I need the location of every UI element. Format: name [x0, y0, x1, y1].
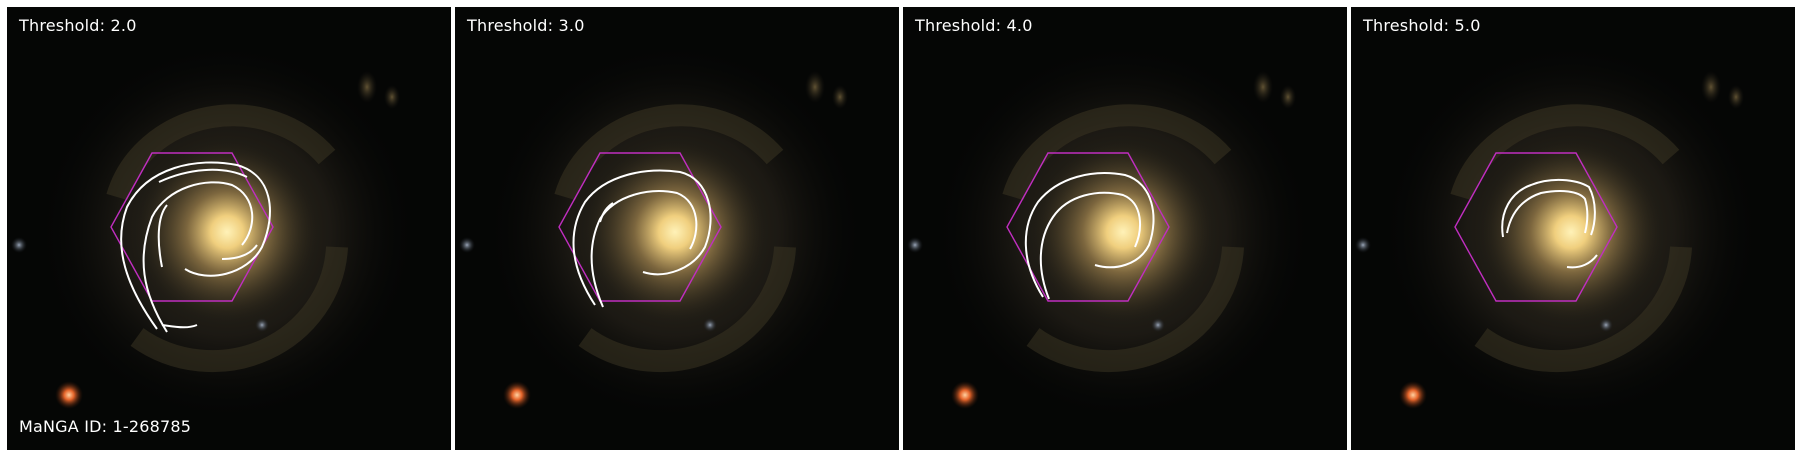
ifu-hexagon	[110, 152, 274, 302]
contour-lines	[1024, 172, 1155, 300]
contour-lines	[120, 161, 271, 333]
ifu-hexagon	[558, 152, 722, 302]
threshold-label: Threshold: 3.0	[467, 16, 585, 35]
image-panel-2: Threshold: 3.0	[455, 7, 899, 450]
ifu-hexagon	[1454, 152, 1618, 302]
contour-lines	[572, 169, 712, 308]
threshold-label: Threshold: 5.0	[1363, 16, 1481, 35]
galaxy-image	[7, 7, 451, 450]
galaxy-image	[1351, 7, 1795, 450]
image-panel-4: Threshold: 5.0	[1351, 7, 1795, 450]
galaxy-image	[903, 7, 1347, 450]
galaxy-image	[455, 7, 899, 450]
threshold-label: Threshold: 2.0	[19, 16, 137, 35]
threshold-label: Threshold: 4.0	[915, 16, 1033, 35]
image-panel-1: Threshold: 2.0 MaNGA ID: 1-268785	[7, 7, 451, 450]
image-panel-3: Threshold: 4.0	[903, 7, 1347, 450]
ifu-hexagon	[1006, 152, 1170, 302]
manga-id-label: MaNGA ID: 1-268785	[19, 417, 192, 436]
contour-lines	[1501, 179, 1598, 269]
